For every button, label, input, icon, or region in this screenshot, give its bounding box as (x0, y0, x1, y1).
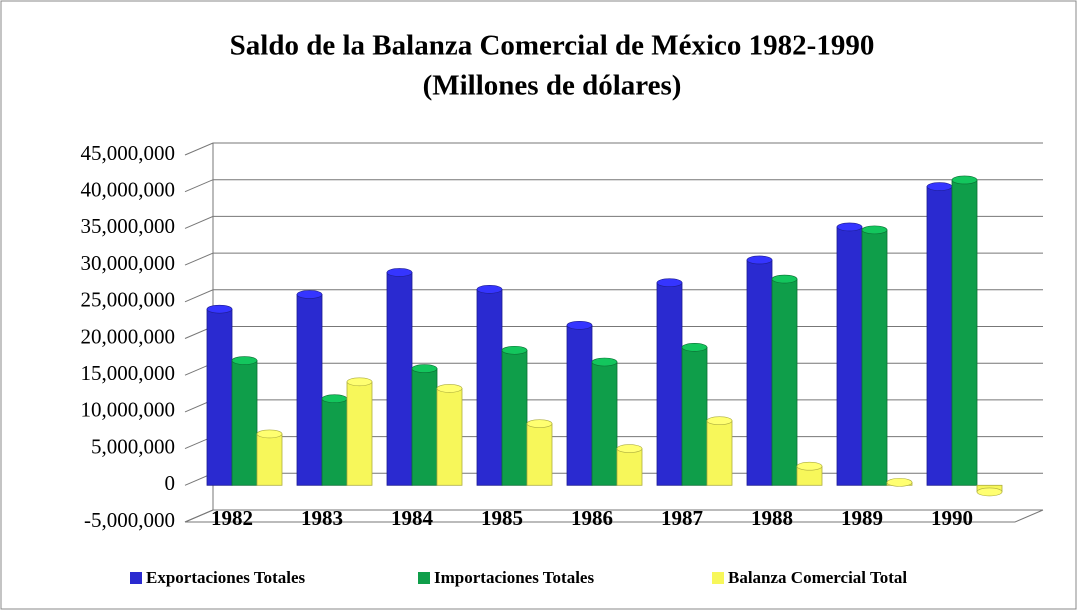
bar (206, 308, 233, 486)
x-tick-label: 1987 (661, 506, 703, 530)
chart-subtitle: (Millones de dólares) (423, 70, 682, 102)
bar-cap (591, 357, 618, 367)
legend-label: Balanza Comercial Total (728, 568, 907, 587)
bar-cap (526, 419, 553, 428)
x-tick-label: 1985 (481, 506, 523, 530)
bar (411, 368, 438, 486)
legend-swatch (712, 572, 724, 584)
bar-cap (231, 356, 258, 365)
legend-swatch (418, 572, 430, 584)
y-tick-label: 5,000,000 (91, 434, 175, 458)
bar-cap (321, 394, 348, 403)
bar (771, 278, 798, 486)
y-tick-label: 40,000,000 (81, 178, 176, 202)
bar-cap (976, 487, 1003, 497)
bar (231, 360, 258, 486)
x-tick-label: 1988 (751, 506, 793, 530)
bar-cap (256, 429, 283, 439)
bar-cap (951, 175, 978, 185)
bar-cap (436, 384, 463, 393)
grid-line (184, 252, 1043, 266)
bar (256, 433, 283, 486)
bar (526, 423, 553, 486)
bar (476, 288, 503, 486)
bar-cap (746, 255, 773, 265)
bar-cap (616, 444, 643, 453)
grid-line (184, 179, 1043, 193)
y-tick-label: 30,000,000 (81, 251, 176, 275)
bar (296, 294, 323, 486)
legend-label: Importaciones Totales (434, 568, 594, 587)
bar-cap (861, 225, 888, 235)
y-tick-label: 45,000,000 (81, 141, 176, 165)
bar-cap (771, 274, 798, 284)
bar-cap (706, 416, 733, 426)
bar (746, 259, 773, 486)
bar (501, 349, 528, 486)
bar (436, 388, 463, 486)
bar (566, 324, 593, 486)
floor (185, 509, 1044, 523)
legend-swatch (130, 572, 142, 584)
legend-label: Exportaciones Totales (146, 568, 306, 587)
bar-cap (346, 377, 373, 387)
x-tick-label: 1989 (841, 506, 883, 530)
y-tick-label: 0 (165, 471, 176, 495)
x-tick-label: 1990 (931, 506, 973, 530)
legend: Exportaciones Totales Importaciones Total… (130, 568, 907, 587)
bar-cap (476, 285, 503, 294)
bar-cap (411, 364, 438, 373)
x-tick-label: 1986 (571, 506, 613, 530)
bar (321, 398, 348, 486)
chart-title: Saldo de la Balanza Comercial de México … (230, 30, 875, 62)
bar-cap (836, 222, 863, 232)
grid-line (184, 509, 1043, 523)
grid-line (184, 142, 1043, 156)
bar-cap (296, 290, 323, 299)
bar (926, 186, 953, 486)
bar (836, 226, 863, 486)
y-tick-label: 25,000,000 (81, 288, 176, 312)
bar-cap (206, 304, 233, 314)
y-tick-label: 10,000,000 (81, 398, 176, 422)
x-tick-label: 1984 (391, 506, 434, 530)
bar-cap (566, 320, 593, 330)
bar-cap (886, 478, 913, 487)
bar (681, 346, 708, 486)
bar-cap (926, 182, 953, 191)
bar (616, 448, 643, 486)
bar-cap (501, 345, 528, 355)
x-tick-label: 1982 (211, 506, 253, 530)
bar (656, 282, 683, 486)
bar (951, 179, 978, 486)
y-tick-label: -5,000,000 (84, 508, 175, 532)
bar (386, 272, 413, 486)
bar-cap (681, 343, 708, 352)
bar-cap (656, 278, 683, 288)
y-tick-label: 15,000,000 (81, 361, 176, 385)
bar-cap (386, 268, 413, 277)
bar-cap (796, 461, 823, 471)
bar (861, 229, 888, 486)
x-tick-label: 1983 (301, 506, 343, 530)
y-tick-label: 35,000,000 (81, 214, 176, 238)
y-tick-label: 20,000,000 (81, 324, 176, 348)
plot-area: -5,000,000 0 5,000,000 10,000,000 15,000,000… (81, 141, 1044, 532)
bar (346, 381, 373, 486)
grid-line (184, 215, 1043, 229)
bar (706, 420, 733, 486)
bar (591, 361, 618, 486)
